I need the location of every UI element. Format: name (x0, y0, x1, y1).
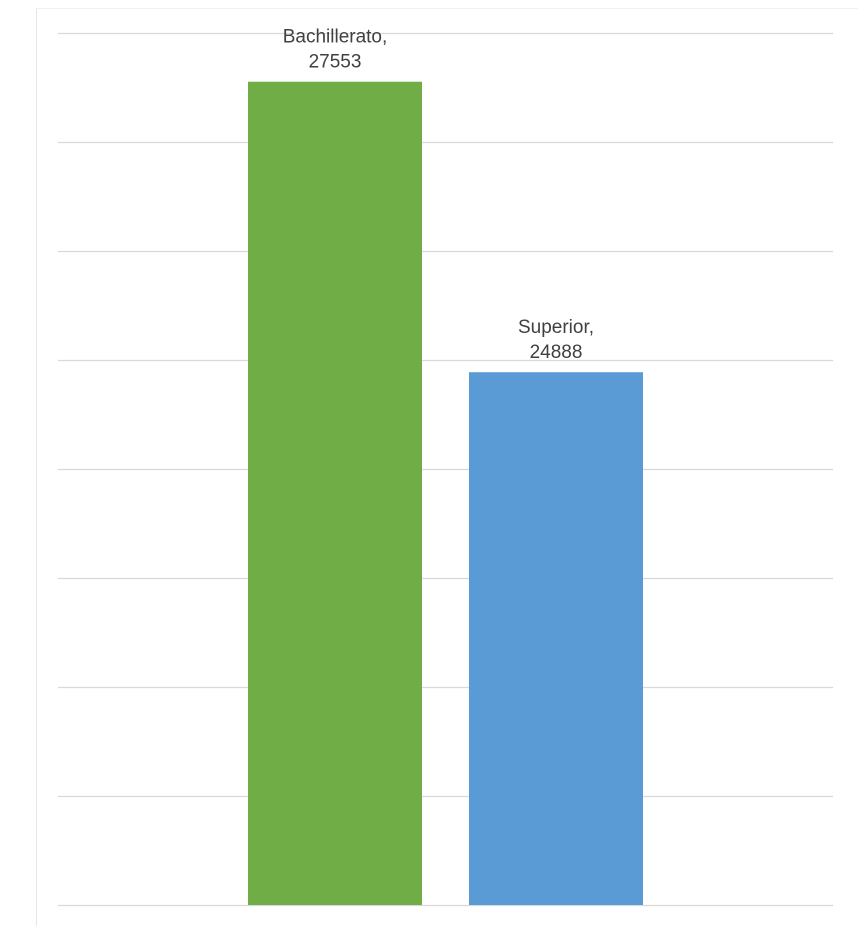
bar-bachillerato (248, 81, 422, 905)
data-labels: Bachillerato, 27553 Superior, 24888 (283, 27, 594, 363)
chart-frame (36, 8, 858, 926)
gridlines (58, 32, 833, 907)
bars (248, 81, 643, 905)
data-label-value: 27553 (309, 52, 362, 73)
bar-superior (469, 372, 643, 905)
data-label-value: 24888 (530, 342, 583, 363)
data-label-bachillerato: Bachillerato, 27553 (283, 27, 388, 73)
data-label-category: Bachillerato, (283, 27, 388, 48)
data-label-category: Superior, (518, 317, 594, 338)
data-label-superior: Superior, 24888 (518, 317, 594, 363)
